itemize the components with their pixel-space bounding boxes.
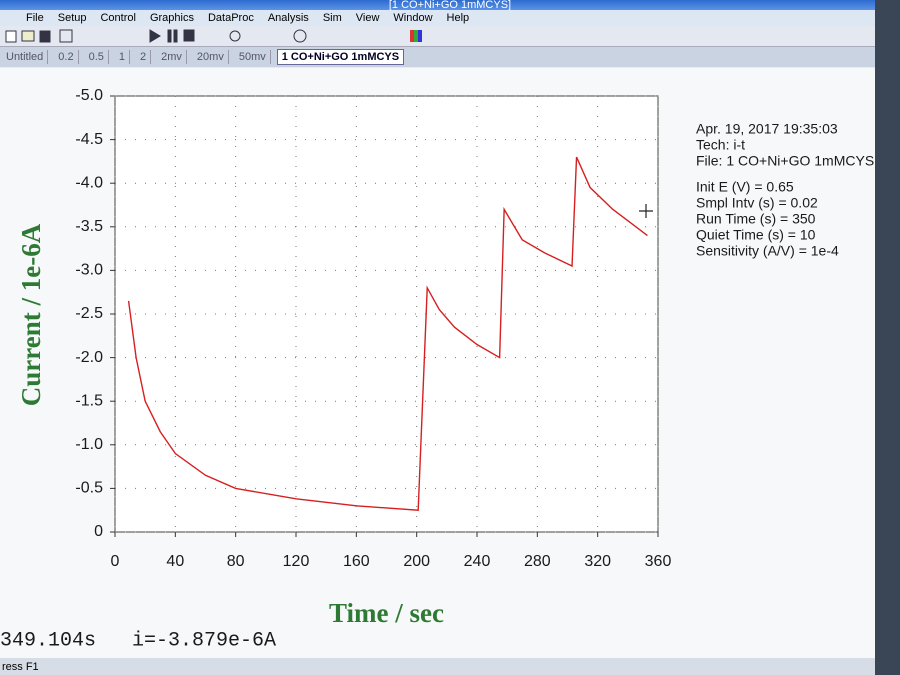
status-current: i=-3.879e-6A	[132, 629, 276, 652]
tab[interactable]: 20mv	[193, 50, 229, 64]
status-hint: ress F1	[2, 660, 39, 673]
info-line: Run Time (s) = 350	[696, 211, 816, 227]
x-tick-label: 160	[343, 553, 370, 570]
tab[interactable]: 0.2	[54, 50, 79, 64]
tab[interactable]: 0.5	[85, 50, 109, 64]
y-tick-label: -4.0	[75, 174, 103, 191]
info-line: Tech: i-t	[696, 137, 745, 153]
chart: 0 -0.5 -1.0 -1.5 -2.0 -2.5 -3.0 -3.5 -4.0 -4.5 -5.…	[0, 68, 875, 658]
menu-item[interactable]: Graphics	[149, 12, 194, 24]
y-tick-label: -1.0	[75, 436, 103, 453]
toolbar	[0, 26, 875, 47]
menu-item[interactable]: View	[355, 12, 380, 24]
y-tick-label: -2.5	[75, 305, 103, 322]
x-tick-label: 320	[584, 553, 611, 570]
cursor-cross	[639, 204, 653, 218]
menu-bar: File Setup Control Graphics DataProc Analysis…	[0, 10, 875, 26]
y-tick-label: -2.0	[75, 349, 103, 366]
y-tick-label: -3.0	[75, 262, 103, 279]
x-axis-title: Time / sec	[329, 598, 444, 628]
x-tick-label: 0	[111, 553, 120, 570]
status-bar: ress F1	[0, 658, 875, 675]
x-tick-label: 360	[645, 553, 672, 570]
y-tick-label: -4.5	[75, 131, 103, 148]
x-tick-label: 80	[227, 553, 245, 570]
x-tick-label: 240	[464, 553, 491, 570]
info-line: Init E (V) = 0.65	[696, 179, 794, 195]
window-title: [1 CO+Ni+GO 1mMCYS]	[388, 0, 512, 11]
y-tick-label: -3.5	[75, 218, 103, 235]
menu-item[interactable]: File	[26, 12, 44, 24]
menu-item[interactable]: Setup	[57, 12, 87, 24]
menu-item[interactable]: Sim	[322, 12, 342, 24]
window-frame	[875, 0, 900, 675]
menu-item[interactable]: Window	[393, 12, 433, 24]
info-line: Apr. 19, 2017 19:35:03	[696, 121, 838, 137]
x-tick-label: 120	[283, 553, 310, 570]
info-line: Quiet Time (s) = 10	[696, 227, 816, 243]
info-line: Sensitivity (A/V) = 1e-4	[696, 243, 839, 259]
y-tick-label: -5.0	[75, 87, 103, 104]
x-tick-label: 280	[524, 553, 551, 570]
y-axis-title: Current / 1e-6A	[16, 223, 46, 406]
y-tick-label: -0.5	[75, 480, 103, 497]
menu-item[interactable]: Control	[100, 12, 136, 24]
toolbar-icons	[5, 29, 422, 43]
data-line	[127, 156, 648, 511]
x-tick-label: 200	[403, 553, 430, 570]
menu-item[interactable]: Analysis	[267, 12, 309, 24]
menu-item[interactable]: DataProc	[207, 12, 254, 24]
x-tick-label: 40	[166, 553, 184, 570]
tab[interactable]: 1	[115, 50, 131, 64]
tab[interactable]: 2	[136, 50, 152, 64]
info-line: Smpl Intv (s) = 0.02	[696, 195, 818, 211]
status-time: 349.104s	[0, 629, 96, 652]
y-tick-label: 0	[94, 523, 103, 540]
tab[interactable]: Untitled	[2, 50, 49, 64]
menu-item[interactable]: Help	[446, 12, 470, 24]
title-bar: [1 CO+Ni+GO 1mMCYS]	[0, 0, 900, 11]
y-tick-label: -1.5	[75, 392, 103, 409]
tab[interactable]: 50mv	[235, 50, 271, 64]
info-line: File: 1 CO+Ni+GO 1mMCYS	[696, 153, 874, 169]
tab[interactable]: 2mv	[157, 50, 187, 64]
tab[interactable]: 1 CO+Ni+GO 1mMCYS	[276, 49, 405, 65]
tab-bar: Untitled 0.2 0.5 1 2 2mv 20mv 50mv 1 CO+Ni+GO 1m…	[0, 47, 875, 67]
